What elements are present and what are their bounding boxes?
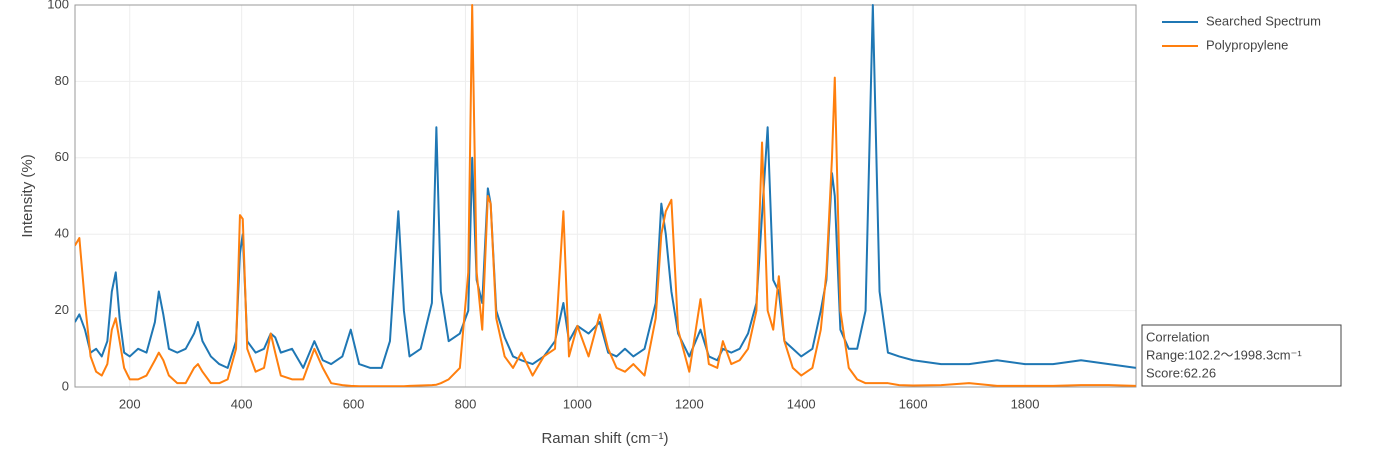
legend-label: Searched Spectrum: [1206, 13, 1321, 28]
x-tick-label: 1400: [787, 396, 816, 411]
annotation-text: Correlation: [1146, 329, 1210, 344]
y-tick-label: 100: [47, 0, 69, 11]
annotation-text: Range:102.2～1998.3cm⁻¹: [1146, 347, 1302, 362]
annotation-text: Score:62.26: [1146, 365, 1216, 380]
x-tick-label: 1600: [899, 396, 928, 411]
series-line: [75, 4, 1136, 387]
x-tick-label: 1800: [1011, 396, 1040, 411]
x-tick-label: 1200: [675, 396, 704, 411]
plot-border: [74, 4, 1137, 388]
y-axis-title: Intensity (%): [19, 154, 36, 237]
y-tick-label: 20: [55, 302, 69, 317]
x-tick-label: 200: [119, 396, 141, 411]
y-tick-label: 80: [55, 73, 69, 88]
y-tick-label: 0: [62, 378, 69, 393]
x-tick-label: 1000: [563, 396, 592, 411]
x-tick-label: 600: [343, 396, 365, 411]
y-tick-label: 40: [55, 226, 69, 241]
annotation-box: [1141, 324, 1342, 387]
x-axis-title: Raman shift (cm⁻¹): [541, 430, 668, 447]
x-tick-label: 800: [455, 396, 477, 411]
legend-label: Polypropylene: [1206, 37, 1288, 52]
series-line: [75, 4, 1136, 369]
x-tick-label: 400: [231, 396, 253, 411]
y-tick-label: 60: [55, 149, 69, 164]
